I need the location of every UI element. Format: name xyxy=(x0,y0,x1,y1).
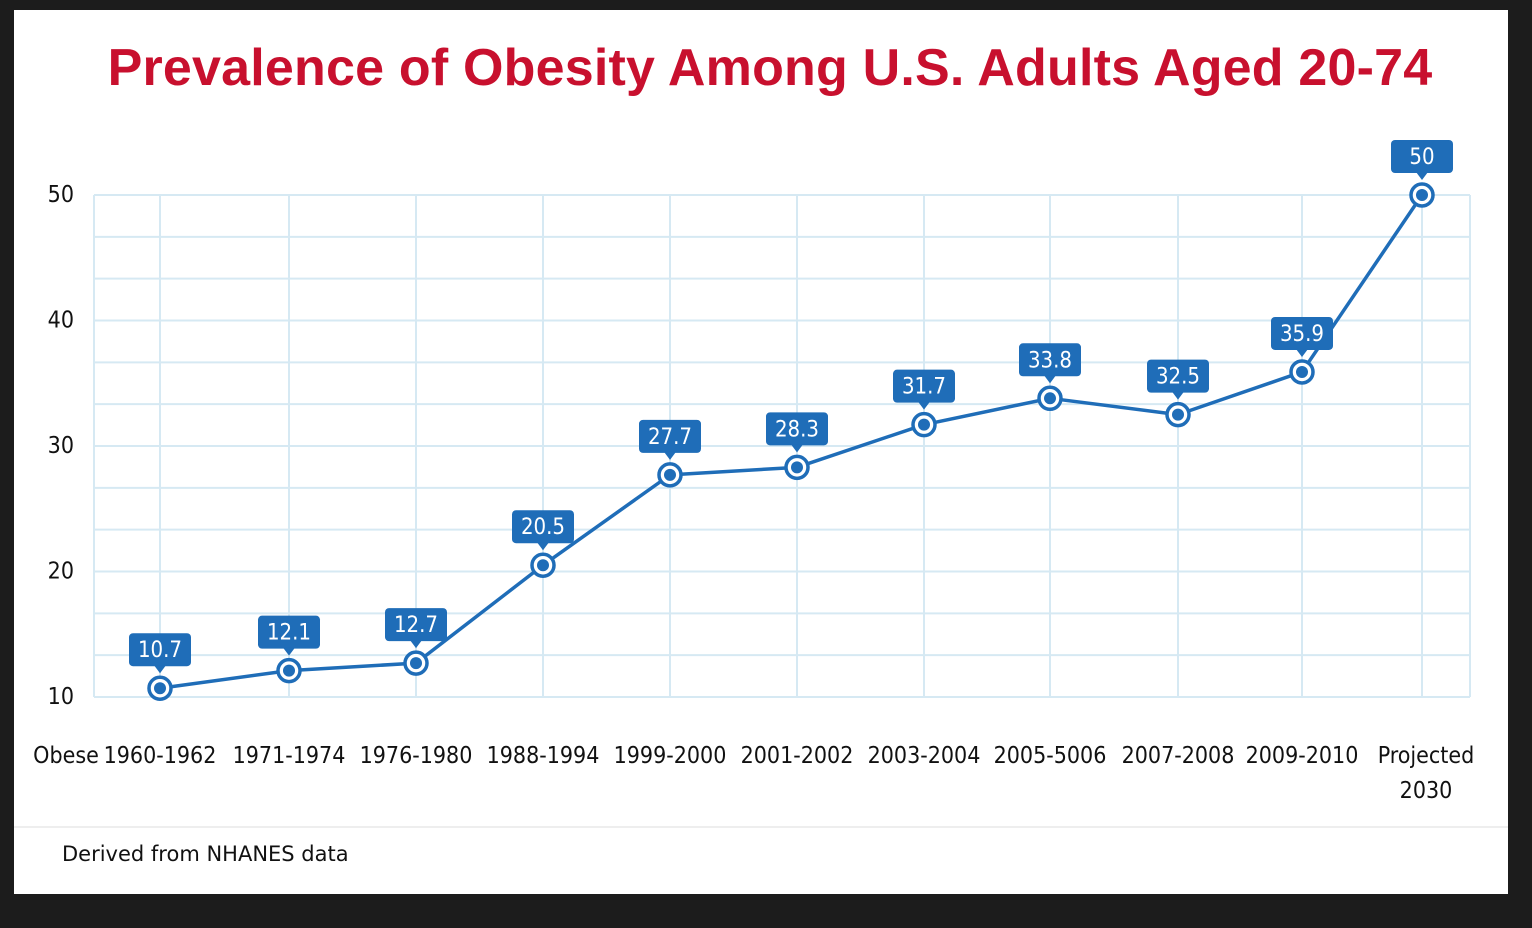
data-point-dot xyxy=(1416,189,1428,201)
x-tick-label: 1960-1962 xyxy=(104,743,217,769)
data-label: 35.9 xyxy=(1271,316,1333,357)
data-label: 33.8 xyxy=(1019,343,1081,384)
data-point-dot xyxy=(664,468,676,481)
data-point-dot xyxy=(1296,365,1308,378)
data-label-text: 28.3 xyxy=(775,417,819,442)
data-label-box xyxy=(1391,140,1453,173)
data-label: 28.3 xyxy=(766,412,828,453)
x-tick-label: 2007-2008 xyxy=(1122,743,1235,769)
data-point xyxy=(911,411,937,438)
data-label-pointer xyxy=(1172,391,1184,400)
data-point xyxy=(276,657,302,684)
data-label: 20.5 xyxy=(512,510,574,551)
data-point xyxy=(403,650,429,676)
data-label-box xyxy=(512,510,574,544)
data-label-box xyxy=(639,419,701,453)
data-point-dot xyxy=(283,664,295,677)
x-tick-label: 2003-2004 xyxy=(868,743,981,769)
y-tick-label: 20 xyxy=(48,559,74,585)
data-label-pointer xyxy=(1296,348,1308,357)
data-label-box xyxy=(385,608,447,642)
x-tick-label: Projected xyxy=(1378,743,1475,769)
data-label-text: 10.7 xyxy=(138,638,182,663)
x-tick-label: 2030 xyxy=(1400,778,1453,804)
data-label-pointer xyxy=(537,542,549,551)
data-label-pointer xyxy=(410,640,422,649)
data-point-dot xyxy=(1044,392,1056,405)
y-tick-label: 40 xyxy=(48,308,74,334)
data-point-dot xyxy=(410,657,422,670)
data-label: 50 xyxy=(1391,140,1453,180)
data-label-pointer xyxy=(154,665,166,674)
y-tick-label: 30 xyxy=(48,433,74,459)
x-tick-label: 1988-1994 xyxy=(487,743,600,769)
source-note: Derived from NHANES data xyxy=(62,842,349,866)
data-label-box xyxy=(1271,316,1333,350)
data-label-text: 31.7 xyxy=(902,375,946,400)
data-point xyxy=(1289,359,1315,385)
data-label-text: 35.9 xyxy=(1280,322,1324,347)
data-point xyxy=(530,552,556,578)
data-label-text: 50 xyxy=(1409,145,1434,170)
data-label-pointer xyxy=(1044,375,1056,384)
data-point xyxy=(784,454,810,481)
data-label: 27.7 xyxy=(639,419,701,460)
data-label-text: 27.7 xyxy=(648,425,692,450)
data-label-box xyxy=(766,412,828,446)
grid xyxy=(93,194,1471,698)
chart-title: Prevalence of Obesity Among U.S. Adults … xyxy=(107,39,1433,97)
x-tick-label: 2009-2010 xyxy=(1246,743,1359,769)
data-label-pointer xyxy=(1416,172,1428,180)
data-label-box xyxy=(258,615,320,649)
x-tick-label: 1971-1974 xyxy=(233,743,346,769)
y-tick-label: 10 xyxy=(48,684,74,710)
y-tick-label: 50 xyxy=(48,182,74,208)
x-tick-label: 1999-2000 xyxy=(614,743,727,769)
data-point-dot xyxy=(791,461,803,474)
data-label-pointer xyxy=(791,444,803,453)
data-point xyxy=(147,675,173,701)
footer-divider xyxy=(14,826,1508,828)
x-axis: Obese 1960-1962 1971-1974 1976-1980 1988-19… xyxy=(33,743,1474,804)
data-point-dot xyxy=(918,418,930,431)
data-label-pointer xyxy=(918,401,930,410)
data-point xyxy=(1165,401,1191,428)
data-label: 32.5 xyxy=(1147,359,1209,400)
data-label: 12.1 xyxy=(258,615,320,656)
data-point xyxy=(1409,182,1435,208)
data-label-text: 12.7 xyxy=(394,613,438,638)
data-label-text: 33.8 xyxy=(1028,348,1072,373)
data-label-pointer xyxy=(664,451,676,460)
data-label-box xyxy=(1019,343,1081,377)
x-axis-title: Obese xyxy=(33,743,99,769)
data-point xyxy=(657,462,683,488)
x-tick-label: 1976-1980 xyxy=(360,743,473,769)
series-obese xyxy=(147,182,1435,701)
data-label: 10.7 xyxy=(129,633,191,674)
data-point xyxy=(1037,385,1063,412)
x-tick-label: 2001-2002 xyxy=(741,743,854,769)
data-label-box xyxy=(129,633,191,667)
data-label-text: 20.5 xyxy=(521,515,565,540)
x-tick-label: 2005-5006 xyxy=(994,743,1107,769)
data-point-dot xyxy=(1172,408,1184,421)
data-labels: 10.7 12.1 12.7 20.5 27.7 28.3 31.7 33.8 32.5 35.9… xyxy=(129,140,1453,674)
data-label-box xyxy=(893,369,955,403)
data-label-pointer xyxy=(283,647,295,656)
data-label-text: 12.1 xyxy=(267,621,311,646)
data-point-dot xyxy=(537,559,549,572)
y-axis: 10 20 30 40 50 xyxy=(48,182,74,710)
data-point-dot xyxy=(154,682,166,695)
data-label: 31.7 xyxy=(893,369,955,410)
data-label-text: 32.5 xyxy=(1156,365,1200,390)
data-label: 12.7 xyxy=(385,608,447,649)
chart-card: Prevalence of Obesity Among U.S. Adults … xyxy=(14,10,1508,894)
data-label-box xyxy=(1147,359,1209,393)
